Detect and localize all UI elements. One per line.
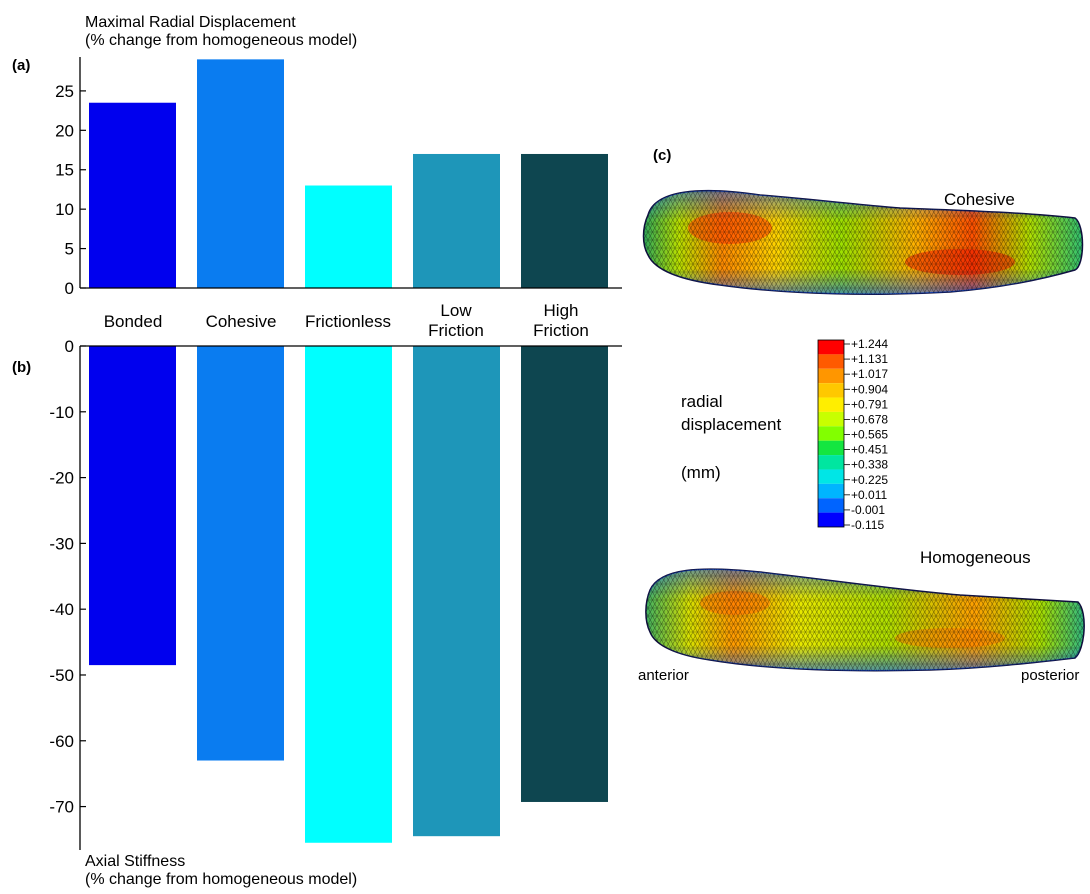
color-swatch	[818, 397, 844, 412]
bar-2	[197, 346, 284, 761]
color-swatch	[818, 455, 844, 470]
y-tick-label: 20	[55, 121, 74, 140]
color-swatch	[818, 426, 844, 441]
category-label: Cohesive	[206, 312, 277, 331]
color-swatch	[818, 512, 844, 527]
category-label: Friction	[428, 321, 484, 340]
y-tick-label: -20	[49, 469, 74, 488]
bar-4	[413, 153, 500, 288]
axis-label-line-2: (% change from homogeneous model)	[85, 871, 357, 888]
y-tick-label: -10	[49, 403, 74, 422]
color-swatch	[818, 383, 844, 398]
color-scale-legend: +1.244+1.131+1.017+0.904+0.791+0.678 +0.5…	[817, 337, 888, 532]
color-swatch	[818, 368, 844, 384]
level-label: +1.244	[851, 337, 888, 351]
y-tick-label: -40	[49, 600, 74, 619]
level-label: -0.001	[851, 503, 885, 517]
y-tick-label: 25	[55, 82, 74, 101]
bar-2	[197, 59, 284, 288]
y-tick-label: 5	[65, 240, 74, 259]
bar-3	[305, 185, 392, 288]
level-label: +1.017	[851, 367, 888, 381]
bar-1	[89, 102, 176, 288]
y-tick-label: -60	[49, 732, 74, 751]
category-label: High	[544, 301, 579, 320]
y-tick-label: -50	[49, 666, 74, 685]
legend-unit: (mm)	[681, 463, 721, 482]
chart-b-axial-stiffness: 0 -10 -20 -30 -40 -50 -60 -70 Axial Stiffness(% …	[49, 337, 622, 888]
homogeneous-model-mesh	[645, 568, 1085, 672]
color-swatch	[818, 440, 844, 456]
color-swatch	[818, 469, 844, 484]
color-swatch	[818, 340, 844, 355]
legend-label-line-2: displacement	[681, 415, 781, 434]
color-swatch	[818, 354, 844, 369]
chart-a-radial-displacement: 0 5 10 15 20 25 Maximal Radial Displacement(% …	[55, 14, 622, 340]
bar-3	[305, 346, 392, 843]
color-swatch	[818, 498, 844, 513]
y-tick-label: 10	[55, 200, 74, 219]
contour-panel: Cohesive radial displacement (mm) +1.244…	[638, 189, 1085, 684]
panel-label-a: (a)	[12, 57, 30, 74]
y-tick-label: 15	[55, 161, 74, 180]
level-label: +0.451	[851, 443, 888, 457]
axis-label-line-1: Axial Stiffness	[85, 853, 185, 870]
level-label: +1.131	[851, 352, 888, 366]
axis-label-line-1: Maximal Radial Displacement	[85, 14, 296, 31]
color-swatch	[818, 483, 844, 499]
level-label: +0.791	[851, 397, 888, 411]
level-label: +0.338	[851, 458, 888, 472]
category-label: Frictionless	[305, 312, 391, 331]
y-tick-label: -30	[49, 534, 74, 553]
level-label: +0.011	[851, 488, 887, 502]
panel-label-c: (c)	[653, 147, 671, 164]
legend-label-line-1: radial	[681, 392, 723, 411]
bar-4	[413, 346, 500, 837]
level-label: +0.678	[851, 412, 888, 426]
category-label: Low	[440, 301, 472, 320]
cohesive-model-mesh	[642, 189, 1084, 295]
level-label: +0.565	[851, 428, 888, 442]
bar-5	[521, 153, 608, 288]
panel-label-b: (b)	[12, 359, 31, 376]
color-scale-frame	[817, 339, 845, 528]
y-tick-label: 0	[65, 279, 74, 298]
category-label: Bonded	[104, 312, 163, 331]
level-label: -0.115	[851, 518, 884, 532]
level-label: +0.904	[851, 382, 888, 396]
orientation-label-posterior: posterior	[1021, 667, 1079, 684]
bar-5	[521, 346, 608, 802]
bar-1	[89, 346, 176, 666]
axis-label-line-2: (% change from homogeneous model)	[85, 32, 357, 49]
y-tick-label: 0	[65, 337, 74, 356]
orientation-label-anterior: anterior	[638, 667, 689, 684]
level-label: +0.225	[851, 473, 888, 487]
model-label-cohesive: Cohesive	[944, 190, 1015, 209]
model-label-homogeneous: Homogeneous	[920, 548, 1031, 567]
y-tick-label: -70	[49, 798, 74, 817]
color-swatch	[818, 411, 844, 427]
category-label: Friction	[533, 321, 589, 340]
